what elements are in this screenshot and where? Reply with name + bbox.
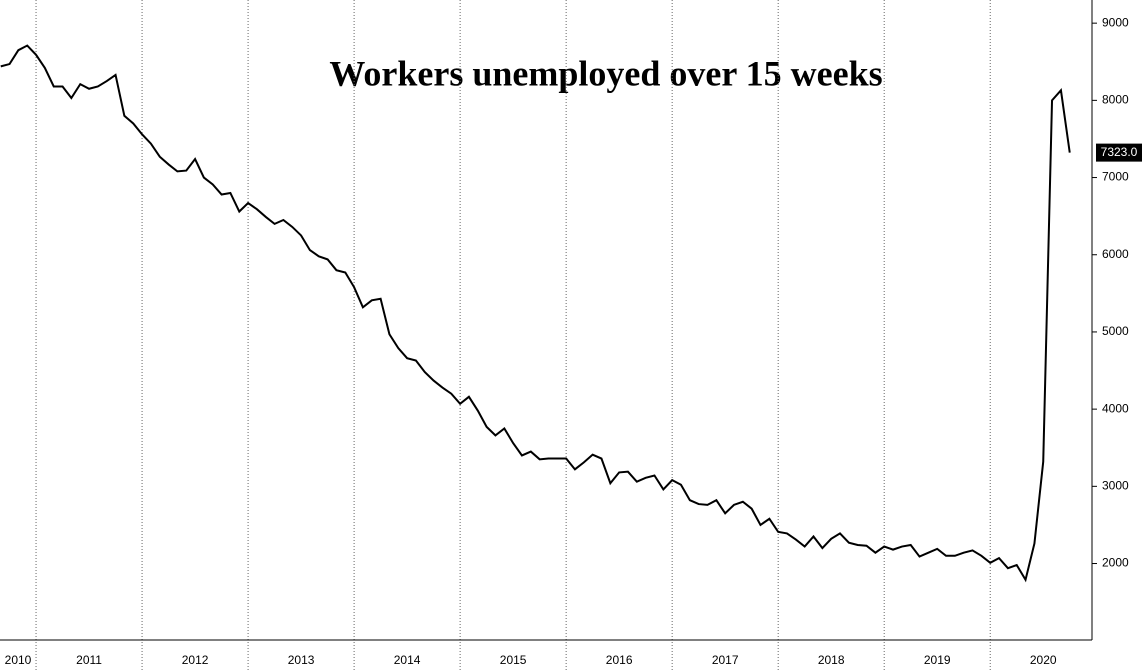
y-tick-label: 5000	[1102, 324, 1129, 338]
x-tick-label: 2016	[606, 653, 633, 667]
x-tick-label: 2012	[182, 653, 209, 667]
x-tick-label: 2020	[1030, 653, 1057, 667]
x-tick-label: 2018	[818, 653, 845, 667]
y-tick-label: 4000	[1102, 401, 1129, 415]
x-tick-label: 2015	[500, 653, 527, 667]
x-tick-label: 2019	[924, 653, 951, 667]
last-value-label: 7323.0	[1101, 145, 1138, 159]
y-tick-label: 6000	[1102, 247, 1129, 261]
last-value-box	[1096, 143, 1142, 162]
y-tick-label: 2000	[1102, 556, 1129, 570]
x-tick-label: 2011	[76, 653, 102, 667]
x-tick-label: 2014	[394, 653, 421, 667]
x-tick-label: 2017	[712, 653, 739, 667]
data-line	[0, 44, 1071, 583]
x-tick-label: 2010	[5, 653, 32, 667]
y-tick-label: 3000	[1102, 479, 1129, 493]
y-tick-label: 8000	[1102, 93, 1129, 107]
y-tick-label: 9000	[1102, 15, 1129, 29]
chart-title: Workers unemployed over 15 weeks	[329, 53, 882, 93]
x-tick-label: 2013	[288, 653, 315, 667]
y-tick-label: 7000	[1102, 170, 1129, 184]
